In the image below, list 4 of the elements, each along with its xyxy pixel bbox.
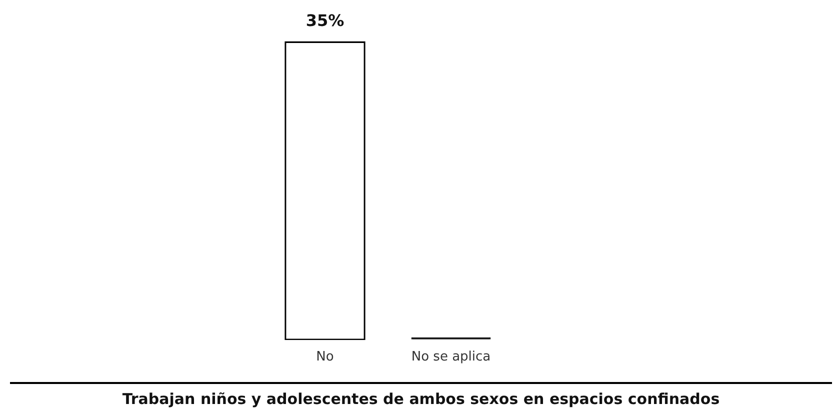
x-tick-label: No se aplica (411, 350, 491, 365)
data-label: 35% (306, 11, 344, 30)
x-axis-title: Trabajan niños y adolescentes de ambos sexos en espacios confinados (10, 382, 832, 408)
x-tick-label: No (316, 350, 334, 365)
